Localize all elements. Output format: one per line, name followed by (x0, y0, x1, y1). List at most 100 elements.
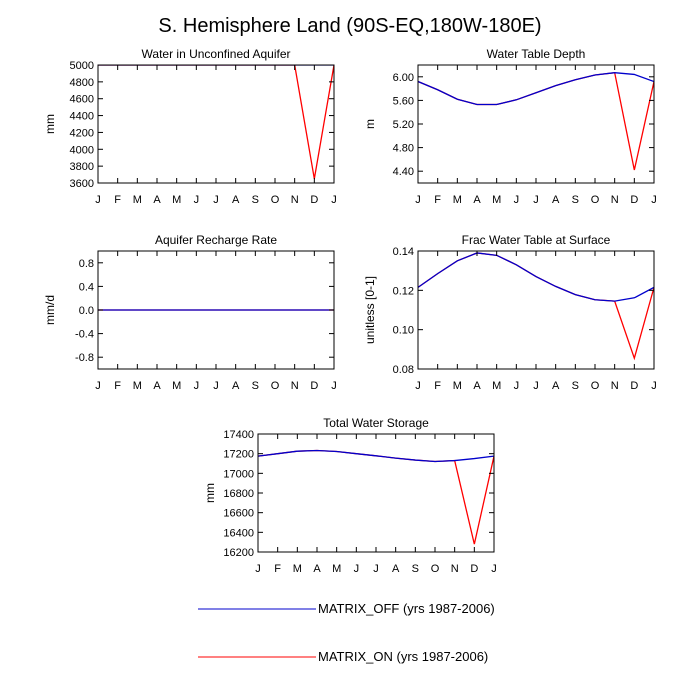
y-tick-label: 5.60 (393, 95, 414, 107)
x-tick-label: J (354, 563, 360, 575)
axis-frame (417, 250, 655, 370)
panel-title: Water Table Depth (487, 47, 586, 61)
y-axis-label: mm (43, 114, 57, 134)
x-tick-label: A (392, 563, 400, 575)
x-tick-label: F (274, 563, 281, 575)
x-tick-label: J (255, 563, 261, 575)
x-tick-label: S (252, 380, 259, 392)
legend-label-matrix-off: MATRIX_OFF (yrs 1987-2006) (318, 601, 495, 616)
x-tick-label: F (114, 194, 121, 206)
x-tick-label: J (415, 194, 421, 206)
y-tick-label: 0.8 (79, 258, 94, 270)
series-line-matrix-on (418, 71, 654, 171)
x-tick-label: M (172, 380, 181, 392)
x-tick-label: M (332, 563, 341, 575)
x-tick-label: A (552, 194, 560, 206)
y-tick-label: 0.12 (393, 285, 414, 297)
x-tick-label: J (194, 194, 200, 206)
x-tick-label: J (514, 380, 520, 392)
x-tick-label: D (630, 380, 638, 392)
y-tick-label: 16200 (223, 547, 254, 559)
series-line-matrix-off (258, 449, 494, 463)
x-tick-label: D (470, 563, 478, 575)
y-tick-label: 16400 (223, 527, 254, 539)
y-tick-label: 3600 (70, 178, 94, 190)
x-tick-label: J (373, 563, 379, 575)
x-tick-label: D (310, 380, 318, 392)
x-tick-label: A (153, 380, 161, 392)
x-tick-label: J (331, 380, 337, 392)
x-tick-label: S (572, 380, 579, 392)
y-tick-label: 17200 (223, 449, 254, 461)
y-tick-label: 6.00 (393, 72, 414, 84)
x-tick-label: S (252, 194, 259, 206)
x-tick-label: J (95, 380, 101, 392)
y-tick-label: -0.4 (75, 329, 94, 341)
x-tick-label: O (591, 194, 600, 206)
y-axis-label: m (363, 119, 377, 129)
x-tick-label: N (291, 194, 299, 206)
series-line-matrix-off (418, 252, 654, 302)
y-axis-label: mm/d (43, 295, 57, 325)
x-tick-label: F (114, 380, 121, 392)
panel-title: Water in Unconfined Aquifer (142, 47, 291, 61)
y-tick-label: 0.14 (393, 246, 414, 258)
x-tick-label: O (271, 380, 280, 392)
y-tick-label: 16800 (223, 488, 254, 500)
panel-title: Frac Water Table at Surface (462, 233, 611, 247)
series-line-matrix-on (258, 449, 494, 545)
y-tick-label: 0.08 (393, 364, 414, 376)
y-tick-label: 4600 (70, 94, 94, 106)
y-tick-label: 4800 (70, 77, 94, 89)
x-tick-label: N (291, 380, 299, 392)
y-tick-label: 17000 (223, 468, 254, 480)
x-tick-label: J (331, 194, 337, 206)
x-tick-label: N (611, 380, 619, 392)
x-tick-label: M (453, 194, 462, 206)
x-tick-label: M (133, 380, 142, 392)
x-tick-label: J (415, 380, 421, 392)
x-tick-label: N (611, 194, 619, 206)
x-tick-label: D (630, 194, 638, 206)
x-tick-label: M (293, 563, 302, 575)
y-axis-label: unitless [0-1] (363, 276, 377, 344)
x-tick-label: J (533, 380, 539, 392)
panel-title: Aquifer Recharge Rate (155, 233, 277, 247)
x-tick-label: J (533, 194, 539, 206)
series-line-matrix-off (418, 72, 654, 106)
y-tick-label: 3800 (70, 161, 94, 173)
x-tick-label: J (651, 380, 657, 392)
x-tick-label: A (552, 380, 560, 392)
y-tick-label: 0.10 (393, 325, 414, 337)
x-tick-label: M (133, 194, 142, 206)
y-tick-label: 4400 (70, 111, 94, 123)
y-tick-label: 4.80 (393, 143, 414, 155)
x-tick-label: D (310, 194, 318, 206)
y-tick-label: 16600 (223, 508, 254, 520)
x-tick-label: J (194, 380, 200, 392)
x-tick-label: A (313, 563, 321, 575)
x-tick-label: J (213, 380, 219, 392)
x-tick-label: M (172, 194, 181, 206)
x-tick-label: N (451, 563, 459, 575)
x-tick-label: O (271, 194, 280, 206)
legend-label-matrix-on: MATRIX_ON (yrs 1987-2006) (318, 649, 488, 664)
x-tick-label: S (572, 194, 579, 206)
y-tick-label: 4200 (70, 127, 94, 139)
series-line-matrix-on (98, 65, 334, 179)
axis-frame (97, 64, 335, 184)
x-tick-label: F (434, 380, 441, 392)
x-tick-label: A (153, 194, 161, 206)
x-tick-label: J (95, 194, 101, 206)
y-tick-label: 0.0 (79, 305, 94, 317)
y-tick-label: 4000 (70, 144, 94, 156)
legend: MATRIX_OFF (yrs 1987-2006) MATRIX_ON (yr… (198, 601, 495, 664)
x-tick-label: F (434, 194, 441, 206)
x-tick-label: A (473, 194, 481, 206)
x-tick-label: M (492, 194, 501, 206)
